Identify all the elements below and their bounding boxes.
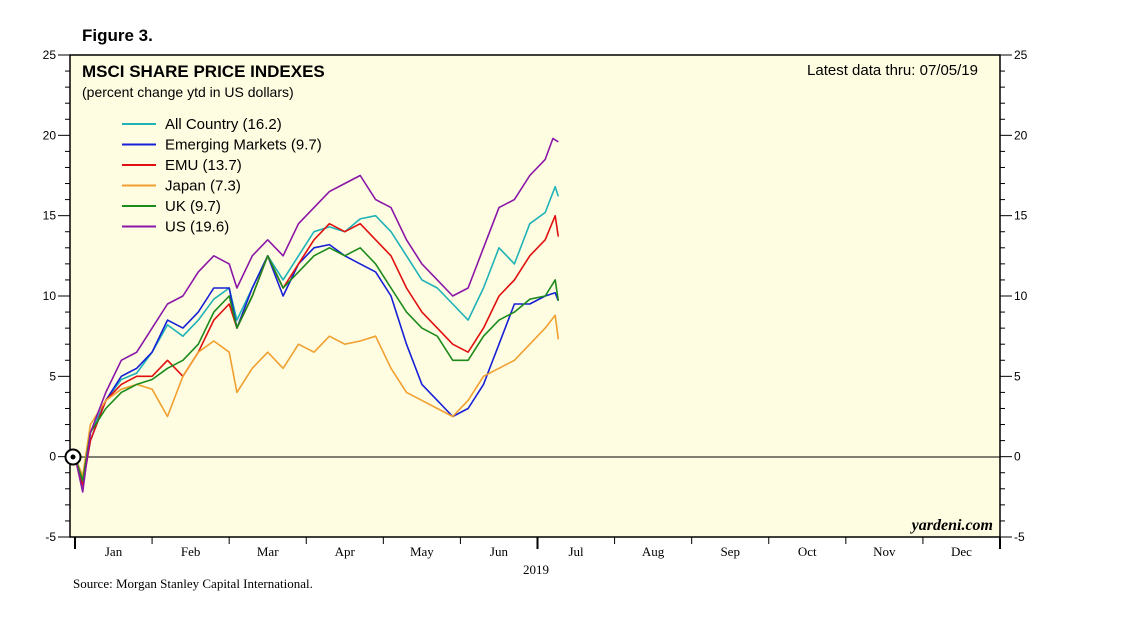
series-line-all-country [74, 185, 560, 482]
x-tick-label: Aug [642, 544, 665, 559]
chart-title: MSCI SHARE PRICE INDEXES [82, 62, 325, 81]
x-tick-label: Apr [335, 544, 356, 559]
y-tick-label-left: 25 [43, 48, 57, 62]
x-tick-label: Dec [951, 544, 972, 559]
y-tick-label-right: 5 [1014, 369, 1021, 383]
legend-label-all-country: All Country (16.2) [165, 116, 282, 133]
y-tick-label-right: -5 [1014, 530, 1025, 544]
series-line-emu [74, 214, 560, 487]
x-tick-label: May [410, 544, 434, 559]
legend: All Country (16.2) Emerging Markets (9.7)… [122, 116, 322, 236]
x-tick-label: Feb [181, 544, 201, 559]
y-tick-label-right: 20 [1014, 128, 1028, 142]
series-line-us [74, 137, 559, 493]
origin-marker-inner [70, 454, 76, 460]
y-tick-label-left: 15 [43, 209, 57, 223]
x-tick-label: Jun [490, 544, 509, 559]
x-tick-label: Jul [568, 544, 584, 559]
figure-label: Figure 3. [82, 26, 153, 45]
x-tick-label: Jan [105, 544, 123, 559]
legend-label-emu: EMU (13.7) [165, 157, 242, 174]
chart-subtitle: (percent change ytd in US dollars) [82, 84, 294, 100]
legend-label-uk: UK (9.7) [165, 198, 221, 215]
y-tick-label-right: 25 [1014, 48, 1028, 62]
year-label: 2019 [523, 562, 549, 577]
series-lines [74, 137, 560, 493]
legend-label-us: US (19.6) [165, 219, 229, 236]
source-note: Source: Morgan Stanley Capital Internati… [73, 576, 313, 591]
y-tick-label-right: 10 [1014, 289, 1028, 303]
y-tick-label-right: 0 [1014, 450, 1021, 464]
x-tick-label: Mar [257, 544, 279, 559]
x-tick-label: Sep [720, 544, 740, 559]
y-tick-label-left: -5 [45, 530, 56, 544]
x-axis-ticks: Jan Feb Mar Apr May Jun Jul Aug Sep Oct Nov Dec [74, 537, 1001, 559]
y-tick-label-left: 5 [49, 369, 56, 383]
x-tick-label: Oct [798, 544, 817, 559]
series-line-emerging-markets [74, 243, 560, 485]
legend-label-japan: Japan (7.3) [165, 178, 241, 195]
series-line-japan [74, 314, 560, 477]
latest-data-note: Latest data thru: 07/05/19 [807, 62, 978, 79]
y-tick-label-left: 0 [49, 450, 56, 464]
y-tick-label-right: 15 [1014, 209, 1028, 223]
y-tick-label-left: 10 [43, 289, 57, 303]
y-axis-ticks: -5 -5 0 0 5 5 10 10 15 15 20 20 25 25 [43, 48, 1028, 544]
watermark: yardeni.com [910, 517, 993, 534]
legend-label-emerging-markets: Emerging Markets (9.7) [165, 137, 322, 154]
y-tick-label-left: 20 [43, 128, 57, 142]
series-line-uk [74, 247, 560, 482]
x-tick-label: Nov [873, 544, 896, 559]
